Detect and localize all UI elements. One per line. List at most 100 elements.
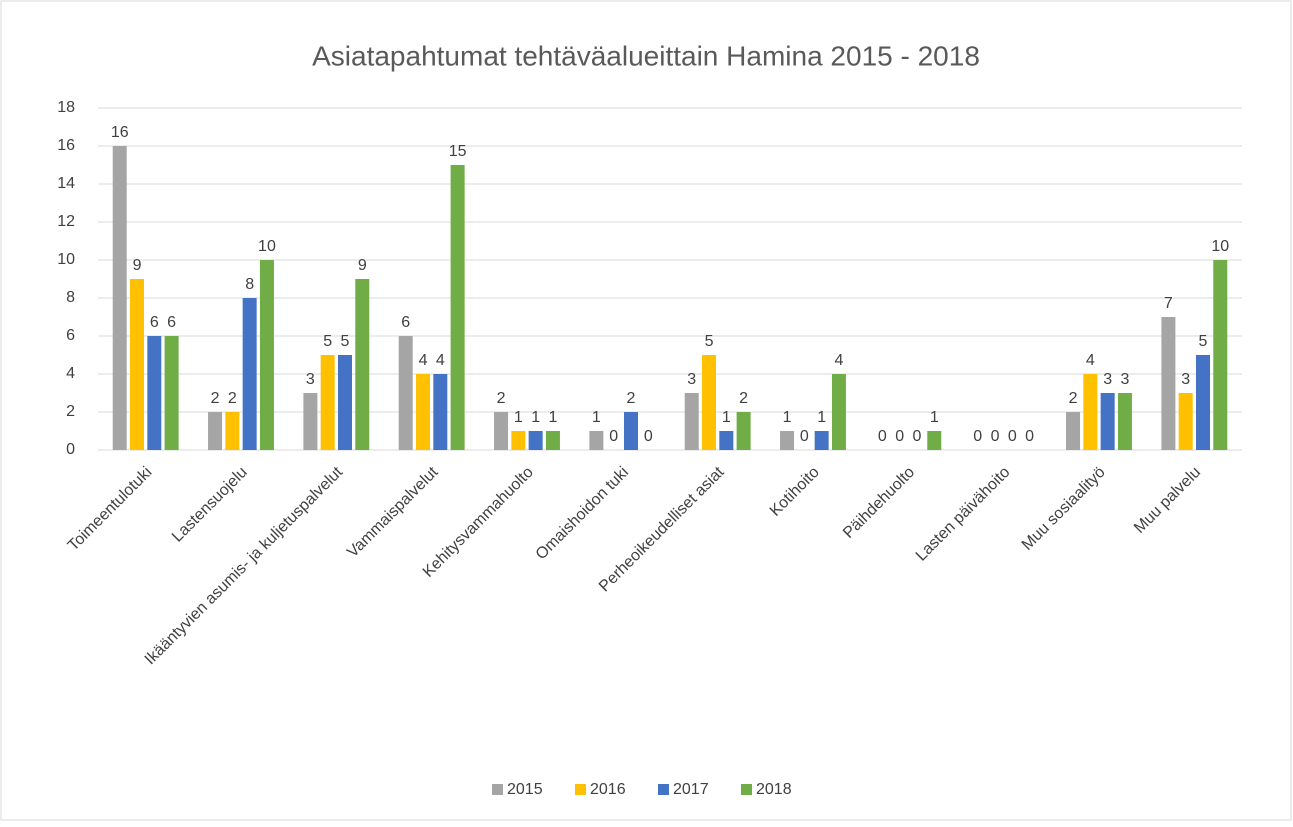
data-label: 0 (644, 428, 653, 445)
bar (130, 279, 145, 450)
bar (589, 431, 604, 450)
data-label: 1 (722, 409, 731, 426)
bar (433, 374, 448, 450)
bar (337, 355, 352, 450)
bar (320, 355, 335, 450)
data-label: 7 (1164, 295, 1173, 312)
data-label: 4 (419, 352, 428, 369)
bar (736, 412, 751, 450)
data-label: 3 (1103, 371, 1112, 388)
data-label: 15 (449, 143, 467, 160)
data-label: 1 (548, 409, 557, 426)
data-label: 6 (401, 314, 410, 331)
y-tick-label: 16 (57, 137, 75, 154)
data-label: 8 (245, 276, 254, 293)
data-label: 5 (323, 333, 332, 350)
data-label: 3 (687, 371, 696, 388)
bar (780, 431, 795, 450)
legend-swatch (575, 784, 586, 795)
data-label: 2 (627, 390, 636, 407)
data-label: 0 (913, 428, 922, 445)
legend-label: 2018 (756, 781, 792, 798)
bar (259, 260, 274, 450)
bar (623, 412, 638, 450)
data-label: 16 (111, 124, 129, 141)
y-tick-label: 10 (57, 251, 75, 268)
bar (303, 393, 318, 450)
bar (528, 431, 543, 450)
data-label: 1 (930, 409, 939, 426)
bar (450, 165, 465, 450)
legend-swatch (658, 784, 669, 795)
bar (1195, 355, 1210, 450)
data-label: 2 (228, 390, 237, 407)
data-label: 2 (739, 390, 748, 407)
bar (355, 279, 370, 450)
data-label: 1 (514, 409, 523, 426)
legend-label: 2017 (673, 781, 709, 798)
data-label: 0 (878, 428, 887, 445)
y-tick-label: 18 (57, 99, 75, 116)
data-label: 2 (497, 390, 506, 407)
data-label: 2 (1069, 390, 1078, 407)
data-label: 3 (1120, 371, 1129, 388)
bar (164, 336, 179, 450)
data-label: 0 (609, 428, 618, 445)
bar (831, 374, 846, 450)
data-label: 1 (531, 409, 540, 426)
data-label: 0 (1025, 428, 1034, 445)
data-label: 1 (783, 409, 792, 426)
bar (398, 336, 413, 450)
data-label: 1 (592, 409, 601, 426)
y-tick-label: 0 (66, 441, 75, 458)
bar (1066, 412, 1081, 450)
bar (1178, 393, 1193, 450)
data-label: 0 (800, 428, 809, 445)
bar (1213, 260, 1228, 450)
bar (1117, 393, 1132, 450)
legend-label: 2015 (507, 781, 543, 798)
data-label: 4 (436, 352, 445, 369)
legend-label: 2016 (590, 781, 626, 798)
bar (147, 336, 162, 450)
legend-swatch (741, 784, 752, 795)
data-label: 1 (817, 409, 826, 426)
data-label: 0 (973, 428, 982, 445)
bar (112, 146, 127, 450)
data-label: 3 (1181, 371, 1190, 388)
bar (814, 431, 829, 450)
y-tick-label: 2 (66, 403, 75, 420)
data-label: 9 (358, 257, 367, 274)
bar (225, 412, 240, 450)
bar (242, 298, 257, 450)
bar (702, 355, 717, 450)
bar (208, 412, 223, 450)
data-label: 0 (1008, 428, 1017, 445)
data-label: 4 (834, 352, 843, 369)
y-tick-label: 12 (57, 213, 75, 230)
data-label: 5 (341, 333, 350, 350)
bar (494, 412, 509, 450)
y-tick-label: 4 (66, 365, 75, 382)
bar (1083, 374, 1098, 450)
data-label: 6 (167, 314, 176, 331)
data-label: 5 (1199, 333, 1208, 350)
bar (1161, 317, 1176, 450)
y-tick-label: 8 (66, 289, 75, 306)
data-label: 5 (705, 333, 714, 350)
y-tick-label: 6 (66, 327, 75, 344)
bar (719, 431, 734, 450)
data-label: 4 (1086, 352, 1095, 369)
data-label: 0 (895, 428, 904, 445)
y-tick-label: 14 (57, 175, 75, 192)
data-label: 9 (133, 257, 142, 274)
legend-swatch (492, 784, 503, 795)
data-label: 3 (306, 371, 315, 388)
chart-title: Asiatapahtumat tehtäväalueittain Hamina … (312, 40, 980, 71)
bar (684, 393, 699, 450)
bar (1100, 393, 1115, 450)
data-label: 2 (211, 390, 220, 407)
data-label: 10 (258, 238, 276, 255)
data-label: 6 (150, 314, 159, 331)
data-label: 10 (1211, 238, 1229, 255)
